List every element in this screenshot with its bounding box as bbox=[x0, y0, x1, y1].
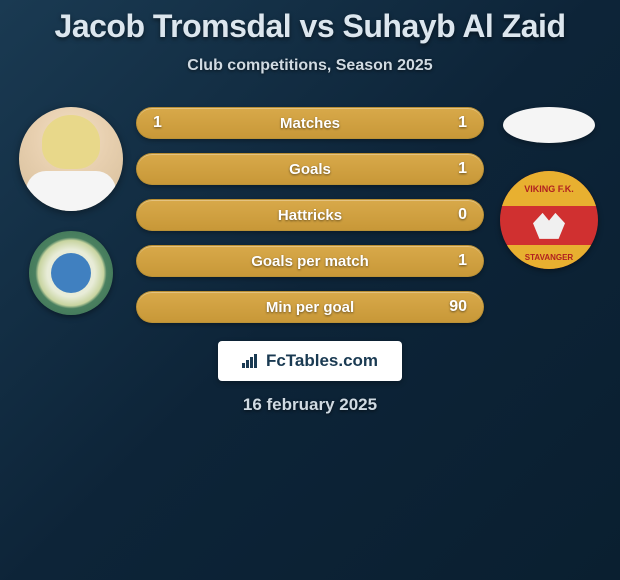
club-crest-right: VIKING F.K. STAVANGER bbox=[500, 171, 598, 269]
right-player-column: VIKING F.K. STAVANGER bbox=[494, 107, 604, 269]
stat-row: 1 Matches 1 bbox=[136, 107, 484, 139]
left-player-column bbox=[16, 107, 126, 315]
crest-text-bottom: STAVANGER bbox=[500, 245, 598, 269]
stat-label: Goals bbox=[289, 161, 331, 178]
stat-value-right: 90 bbox=[443, 298, 467, 316]
player-photo-right-placeholder bbox=[503, 107, 595, 143]
bar-chart-icon bbox=[242, 354, 260, 368]
stat-label: Hattricks bbox=[278, 207, 342, 224]
brand-text: FcTables.com bbox=[266, 351, 378, 371]
brand-badge: FcTables.com bbox=[218, 341, 402, 381]
stat-label: Min per goal bbox=[266, 299, 354, 316]
stat-row: Goals per match 1 bbox=[136, 245, 484, 277]
stat-value-right: 0 bbox=[443, 206, 467, 224]
stat-label: Matches bbox=[280, 115, 340, 132]
stat-row: Hattricks 0 bbox=[136, 199, 484, 231]
stat-row: Min per goal 90 bbox=[136, 291, 484, 323]
stat-value-right: 1 bbox=[443, 114, 467, 132]
stats-column: 1 Matches 1 Goals 1 Hattricks 0 Goals per match… bbox=[136, 107, 484, 323]
stat-value-left: 1 bbox=[153, 114, 177, 132]
stat-row: Goals 1 bbox=[136, 153, 484, 185]
date-label: 16 february 2025 bbox=[243, 395, 377, 415]
crest-emblem bbox=[500, 206, 598, 245]
comparison-area: 1 Matches 1 Goals 1 Hattricks 0 Goals per match… bbox=[10, 107, 610, 323]
footer: FcTables.com 16 february 2025 bbox=[10, 341, 610, 415]
crest-text-top: VIKING F.K. bbox=[500, 171, 598, 206]
stat-label: Goals per match bbox=[251, 253, 369, 270]
page-title: Jacob Tromsdal vs Suhayb Al Zaid bbox=[10, 8, 610, 45]
stat-value-right: 1 bbox=[443, 160, 467, 178]
club-crest-left bbox=[29, 231, 113, 315]
player-photo-left bbox=[19, 107, 123, 211]
stat-value-right: 1 bbox=[443, 252, 467, 270]
subtitle: Club competitions, Season 2025 bbox=[10, 57, 610, 75]
